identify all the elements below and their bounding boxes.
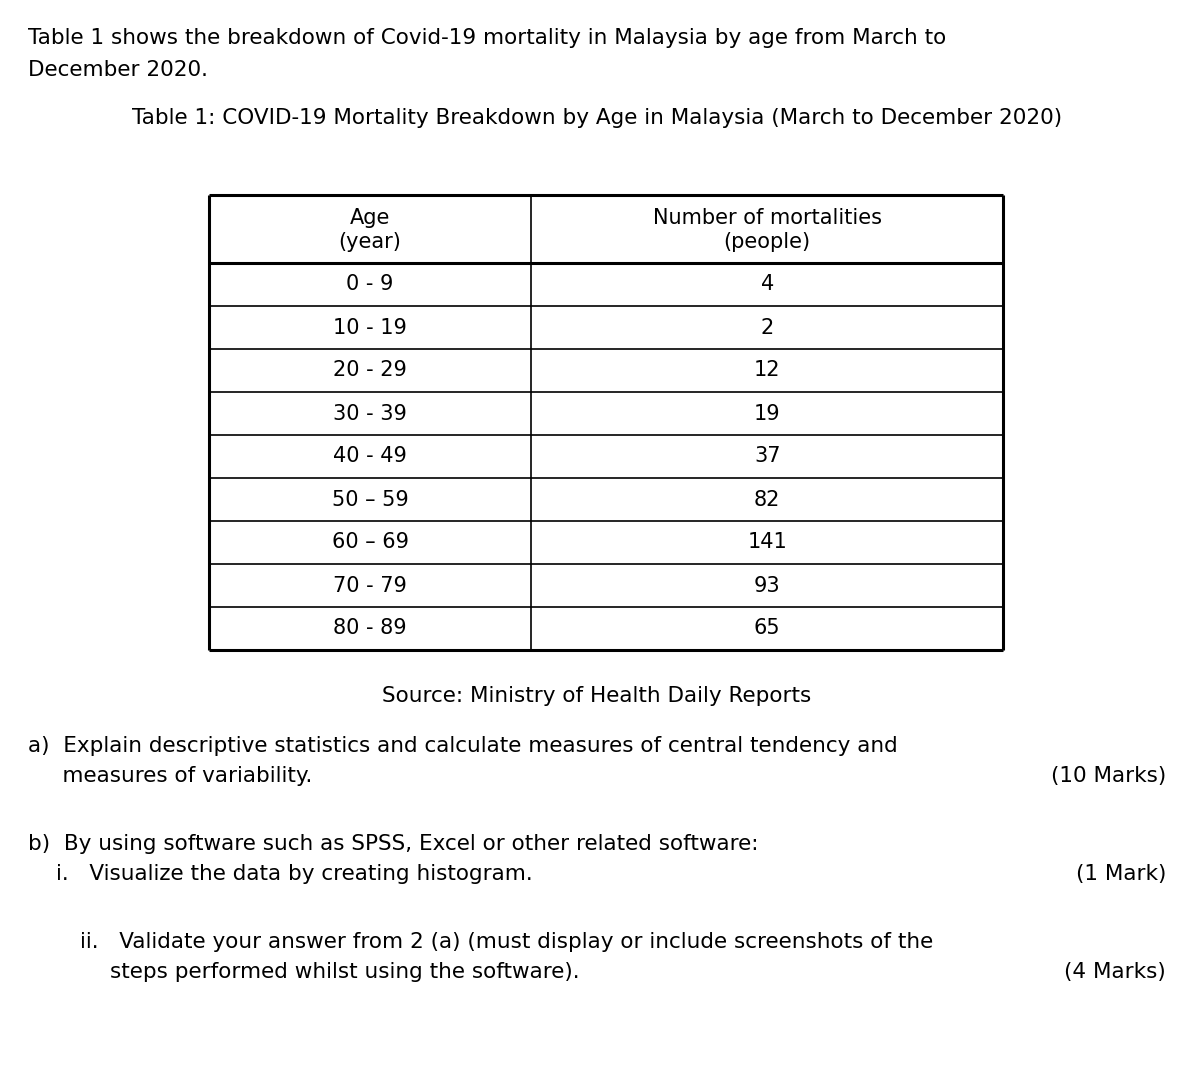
Text: 141: 141: [747, 532, 787, 553]
Text: (4 Marks): (4 Marks): [1064, 962, 1167, 982]
Text: 2: 2: [761, 318, 774, 337]
Text: 60 – 69: 60 – 69: [332, 532, 408, 553]
Text: 10 - 19: 10 - 19: [333, 318, 407, 337]
Text: 37: 37: [753, 446, 781, 467]
Text: ii.   Validate your answer from 2 (a) (must display or include screenshots of th: ii. Validate your answer from 2 (a) (mus…: [80, 932, 934, 951]
Text: (year): (year): [339, 232, 401, 252]
Text: December 2020.: December 2020.: [27, 60, 208, 80]
Text: 70 - 79: 70 - 79: [333, 576, 407, 595]
Text: (10 Marks): (10 Marks): [1051, 766, 1167, 786]
Text: Table 1: COVID-19 Mortality Breakdown by Age in Malaysia (March to December 2020: Table 1: COVID-19 Mortality Breakdown by…: [133, 108, 1061, 129]
Text: b)  By using software such as SPSS, Excel or other related software:: b) By using software such as SPSS, Excel…: [27, 834, 758, 854]
Text: measures of variability.: measures of variability.: [27, 766, 313, 786]
Text: 0 - 9: 0 - 9: [346, 274, 394, 295]
Text: Age: Age: [350, 208, 390, 228]
Text: 19: 19: [753, 404, 781, 423]
Text: Source: Ministry of Health Daily Reports: Source: Ministry of Health Daily Reports: [382, 686, 812, 706]
Text: 20 - 29: 20 - 29: [333, 361, 407, 380]
Text: Number of mortalities: Number of mortalities: [653, 208, 881, 228]
Text: 65: 65: [753, 619, 781, 638]
Text: 12: 12: [753, 361, 781, 380]
Text: 93: 93: [753, 576, 781, 595]
Text: 30 - 39: 30 - 39: [333, 404, 407, 423]
Text: i.   Visualize the data by creating histogram.: i. Visualize the data by creating histog…: [56, 864, 533, 885]
Text: 40 - 49: 40 - 49: [333, 446, 407, 467]
Text: (1 Mark): (1 Mark): [1076, 864, 1167, 885]
Text: 80 - 89: 80 - 89: [333, 619, 407, 638]
Text: 4: 4: [761, 274, 774, 295]
Text: (people): (people): [724, 232, 811, 252]
Text: a)  Explain descriptive statistics and calculate measures of central tendency an: a) Explain descriptive statistics and ca…: [27, 735, 898, 756]
Text: 50 – 59: 50 – 59: [332, 489, 408, 510]
Text: 82: 82: [753, 489, 781, 510]
Text: steps performed whilst using the software).: steps performed whilst using the softwar…: [110, 962, 579, 982]
Text: Table 1 shows the breakdown of Covid-19 mortality in Malaysia by age from March : Table 1 shows the breakdown of Covid-19 …: [27, 28, 947, 48]
